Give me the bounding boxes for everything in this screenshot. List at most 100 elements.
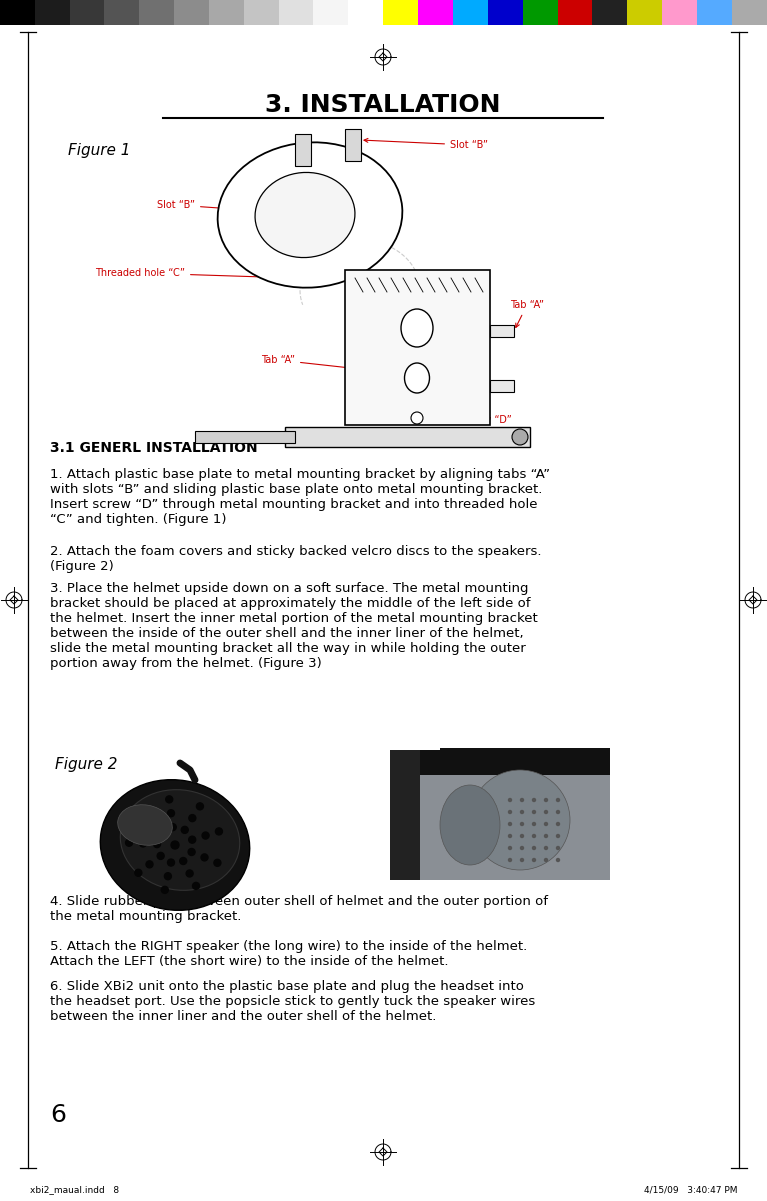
Ellipse shape xyxy=(120,790,240,890)
Circle shape xyxy=(532,847,535,849)
Bar xyxy=(662,0,697,25)
Bar xyxy=(627,0,662,25)
Circle shape xyxy=(512,429,528,446)
Circle shape xyxy=(557,811,559,813)
Text: Attach the LEFT (the short wire) to the inside of the helmet.: Attach the LEFT (the short wire) to the … xyxy=(50,955,453,968)
Circle shape xyxy=(532,799,535,801)
Circle shape xyxy=(521,847,524,849)
Bar xyxy=(522,0,558,25)
Text: “C” and tighten. (Figure 1): “C” and tighten. (Figure 1) xyxy=(50,513,226,526)
Text: with slots “B” and sliding plastic base plate onto metal mounting bracket.: with slots “B” and sliding plastic base … xyxy=(50,483,542,496)
Text: Figure 3: Figure 3 xyxy=(400,758,463,772)
Bar xyxy=(697,0,732,25)
Circle shape xyxy=(158,829,166,836)
Circle shape xyxy=(545,859,548,861)
Text: 4/15/09   3:40:47 PM: 4/15/09 3:40:47 PM xyxy=(644,1185,737,1195)
FancyBboxPatch shape xyxy=(345,270,490,425)
Text: (Figure 2): (Figure 2) xyxy=(50,560,114,573)
Bar xyxy=(104,0,140,25)
Circle shape xyxy=(532,823,535,825)
Bar xyxy=(592,0,627,25)
Bar xyxy=(345,129,361,161)
Circle shape xyxy=(557,835,559,837)
Circle shape xyxy=(532,811,535,813)
Circle shape xyxy=(214,860,221,866)
Bar xyxy=(174,0,209,25)
Circle shape xyxy=(193,883,199,890)
Text: the metal mounting bracket.: the metal mounting bracket. xyxy=(50,910,242,924)
Circle shape xyxy=(164,873,171,879)
Text: xbi2_maual.indd   8: xbi2_maual.indd 8 xyxy=(30,1185,119,1195)
Text: 3.1 GENERL INSTALLATION: 3.1 GENERL INSTALLATION xyxy=(50,441,258,455)
Bar xyxy=(440,748,610,760)
Bar xyxy=(383,0,418,25)
Bar xyxy=(140,0,174,25)
Bar xyxy=(390,749,420,880)
Ellipse shape xyxy=(255,173,355,257)
Circle shape xyxy=(148,820,155,826)
Circle shape xyxy=(202,832,209,839)
Bar xyxy=(390,749,610,880)
Circle shape xyxy=(167,809,175,817)
Text: 6: 6 xyxy=(50,1103,66,1127)
Circle shape xyxy=(186,870,193,877)
Bar xyxy=(390,749,610,775)
Circle shape xyxy=(509,835,512,837)
Bar xyxy=(295,135,311,166)
Circle shape xyxy=(161,886,168,894)
Circle shape xyxy=(509,847,512,849)
Circle shape xyxy=(126,839,133,847)
Ellipse shape xyxy=(440,785,500,865)
Text: the headset port. Use the popsicle stick to gently tuck the speaker wires: the headset port. Use the popsicle stick… xyxy=(50,994,535,1008)
Bar xyxy=(558,0,592,25)
Text: slide the metal mounting bracket all the way in while holding the outer: slide the metal mounting bracket all the… xyxy=(50,643,525,655)
Bar xyxy=(488,0,522,25)
Bar xyxy=(490,380,514,392)
Circle shape xyxy=(146,861,153,868)
Bar xyxy=(348,0,383,25)
Text: 1. Attach plastic base plate to metal mounting bracket by aligning tabs “A”: 1. Attach plastic base plate to metal mo… xyxy=(50,468,550,480)
Circle shape xyxy=(189,836,196,843)
Text: 6. Slide XBi2 unit onto the plastic base plate and plug the headset into: 6. Slide XBi2 unit onto the plastic base… xyxy=(50,980,524,993)
Text: between the inside of the outer shell and the inner liner of the helmet,: between the inside of the outer shell an… xyxy=(50,627,524,640)
Circle shape xyxy=(509,859,512,861)
Bar xyxy=(70,0,104,25)
Circle shape xyxy=(509,811,512,813)
Text: 4. Slide rubber pad between outer shell of helmet and the outer portion of: 4. Slide rubber pad between outer shell … xyxy=(50,895,548,908)
Circle shape xyxy=(201,854,208,861)
Circle shape xyxy=(557,823,559,825)
Circle shape xyxy=(166,796,173,802)
Bar xyxy=(285,428,530,447)
Circle shape xyxy=(557,799,559,801)
Circle shape xyxy=(179,858,186,865)
Text: Slot “B”: Slot “B” xyxy=(157,201,244,211)
Circle shape xyxy=(521,823,524,825)
Text: Insert screw “D” through metal mounting bracket and into threaded hole: Insert screw “D” through metal mounting … xyxy=(50,498,538,510)
Circle shape xyxy=(189,814,196,821)
Circle shape xyxy=(545,823,548,825)
Circle shape xyxy=(167,859,175,866)
Circle shape xyxy=(138,811,145,817)
Ellipse shape xyxy=(470,770,570,870)
Text: Figure 2: Figure 2 xyxy=(55,758,117,772)
Circle shape xyxy=(157,853,164,860)
Bar xyxy=(418,0,453,25)
Ellipse shape xyxy=(404,363,430,393)
Ellipse shape xyxy=(100,779,250,910)
Text: between the inner liner and the outer shell of the helmet.: between the inner liner and the outer sh… xyxy=(50,1010,440,1023)
Bar xyxy=(278,0,314,25)
Circle shape xyxy=(170,824,176,831)
Text: Tab “A”: Tab “A” xyxy=(510,300,544,328)
Bar xyxy=(195,431,295,443)
Circle shape xyxy=(196,802,203,809)
Ellipse shape xyxy=(218,143,403,288)
Text: Threaded hole “C”: Threaded hole “C” xyxy=(95,268,291,280)
Circle shape xyxy=(509,823,512,825)
Circle shape xyxy=(521,811,524,813)
Circle shape xyxy=(521,859,524,861)
Circle shape xyxy=(216,827,222,835)
Circle shape xyxy=(521,799,524,801)
Text: 3. Place the helmet upside down on a soft surface. The metal mounting: 3. Place the helmet upside down on a sof… xyxy=(50,582,528,594)
Circle shape xyxy=(509,799,512,801)
Circle shape xyxy=(557,847,559,849)
